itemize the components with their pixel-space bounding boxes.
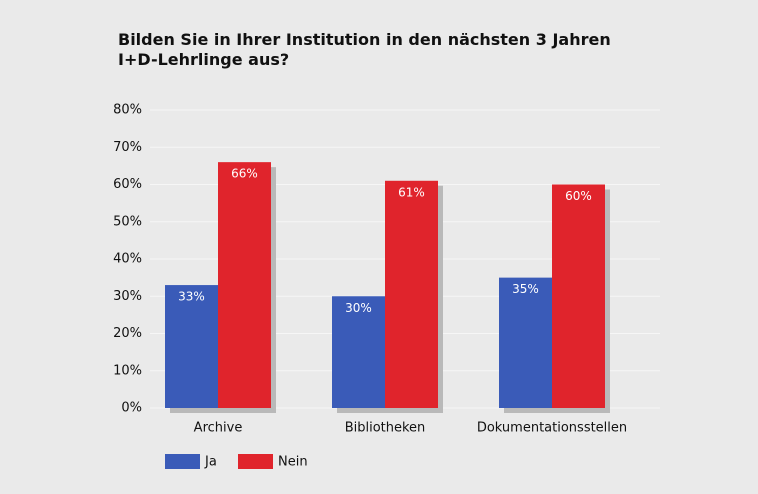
bar xyxy=(218,162,271,408)
y-tick-label: 30% xyxy=(113,289,142,304)
legend-label: Nein xyxy=(278,455,308,470)
legend-label: Ja xyxy=(204,455,217,470)
x-tick-label: Dokumentationsstellen xyxy=(477,421,627,436)
value-label: 66% xyxy=(231,167,258,181)
value-label: 35% xyxy=(512,282,539,296)
value-label: 30% xyxy=(345,301,372,315)
value-label: 33% xyxy=(178,290,205,304)
bar xyxy=(332,296,385,408)
bar xyxy=(552,184,605,408)
value-label: 60% xyxy=(565,189,592,203)
y-tick-label: 20% xyxy=(113,326,142,341)
bar xyxy=(165,285,218,408)
chart-title: Bilden Sie in Ihrer Institution in den n… xyxy=(118,30,611,69)
legend-swatch xyxy=(238,454,273,469)
x-tick-label: Archive xyxy=(194,421,243,436)
bar xyxy=(499,277,552,408)
y-tick-label: 0% xyxy=(121,401,142,416)
y-tick-label: 60% xyxy=(113,177,142,192)
y-tick-label: 10% xyxy=(113,363,142,378)
y-tick-label: 70% xyxy=(113,140,142,155)
bar xyxy=(385,180,438,408)
y-tick-label: 50% xyxy=(113,214,142,229)
y-tick-label: 40% xyxy=(113,252,142,267)
legend-swatch xyxy=(165,454,200,469)
y-tick-label: 80% xyxy=(113,103,142,118)
value-label: 61% xyxy=(398,185,425,199)
x-tick-label: Bibliotheken xyxy=(345,421,426,436)
